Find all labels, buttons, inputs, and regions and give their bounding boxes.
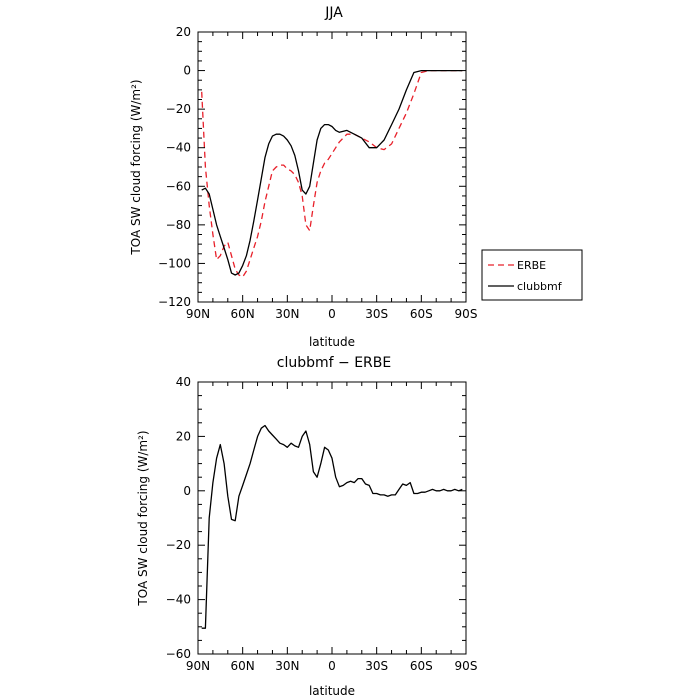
bottom-y-tick-label: −20 [166, 538, 191, 552]
bottom-y-axis-label: TOA SW cloud forcing (W/m²) [136, 430, 150, 606]
top-x-tick-label: 90S [455, 307, 478, 321]
legend-clubbmf-label: clubbmf [517, 280, 563, 293]
bottom-chart-title: clubbmf − ERBE [277, 355, 391, 371]
top-y-axis-label: TOA SW cloud forcing (W/m²) [129, 79, 143, 255]
legend-erbe-label: ERBE [517, 259, 546, 272]
bottom-x-tick-label: 90N [186, 659, 210, 673]
bottom-y-tick-label: 20 [176, 429, 191, 443]
bottom-x-tick-label: 60S [410, 659, 433, 673]
top-y-tick-label: 20 [176, 25, 191, 39]
top-x-tick-label: 30S [365, 307, 388, 321]
legend: ERBE clubbmf [481, 249, 583, 301]
top-y-tick-label: −40 [166, 141, 191, 155]
top-y-tick-label: 0 [183, 64, 191, 78]
top-y-tick-label: −100 [158, 256, 191, 270]
bottom-ticks: 90N 60N 30N 0 30S 60S 90S 40 20 0 −20 −40 −60 [166, 375, 478, 673]
top-chart-title: JJA [324, 5, 343, 21]
top-x-tick-label: 60S [410, 307, 433, 321]
bottom-y-tick-label: −40 [166, 593, 191, 607]
top-chart: JJA 90N 60N 30N 0 30S 60S 90S 20 0 −20 −40 −60 −80 −1… [129, 5, 583, 349]
bottom-series-layer [201, 424, 463, 629]
bottom-chart: clubbmf − ERBE 90N 60N 30N 0 30S 60S 90S 40 20 0 −… [136, 355, 477, 698]
top-y-tick-label: −120 [158, 295, 191, 309]
top-series-layer [201, 69, 463, 278]
bottom-plot-frame [197, 381, 467, 655]
top-x-tick-label: 30N [275, 307, 299, 321]
legend-box [481, 249, 583, 301]
top-x-axis-label: latitude [309, 335, 355, 349]
top-x-tick-label: 90N [186, 307, 210, 321]
top-series-clubbmf-line [201, 69, 463, 276]
bottom-y-tick-label: −60 [166, 647, 191, 661]
bottom-series-difference-line [201, 424, 463, 629]
top-y-tick-label: −80 [166, 218, 191, 232]
bottom-x-tick-label: 60N [231, 659, 255, 673]
bottom-x-tick-label: 30N [275, 659, 299, 673]
top-x-tick-label: 60N [231, 307, 255, 321]
top-y-tick-label: −20 [166, 102, 191, 116]
bottom-y-tick-label: 0 [183, 484, 191, 498]
top-plot-frame [197, 31, 467, 303]
bottom-x-tick-label: 30S [365, 659, 388, 673]
top-x-tick-label: 0 [328, 307, 336, 321]
top-ticks: 90N 60N 30N 0 30S 60S 90S 20 0 −20 −40 −60 −80 −100 −1… [158, 25, 477, 321]
top-series-erbe-line [201, 69, 463, 278]
bottom-y-tick-label: 40 [176, 375, 191, 389]
bottom-x-axis-label: latitude [309, 684, 355, 698]
top-y-tick-label: −60 [166, 179, 191, 193]
bottom-x-tick-label: 90S [455, 659, 478, 673]
bottom-x-tick-label: 0 [328, 659, 336, 673]
